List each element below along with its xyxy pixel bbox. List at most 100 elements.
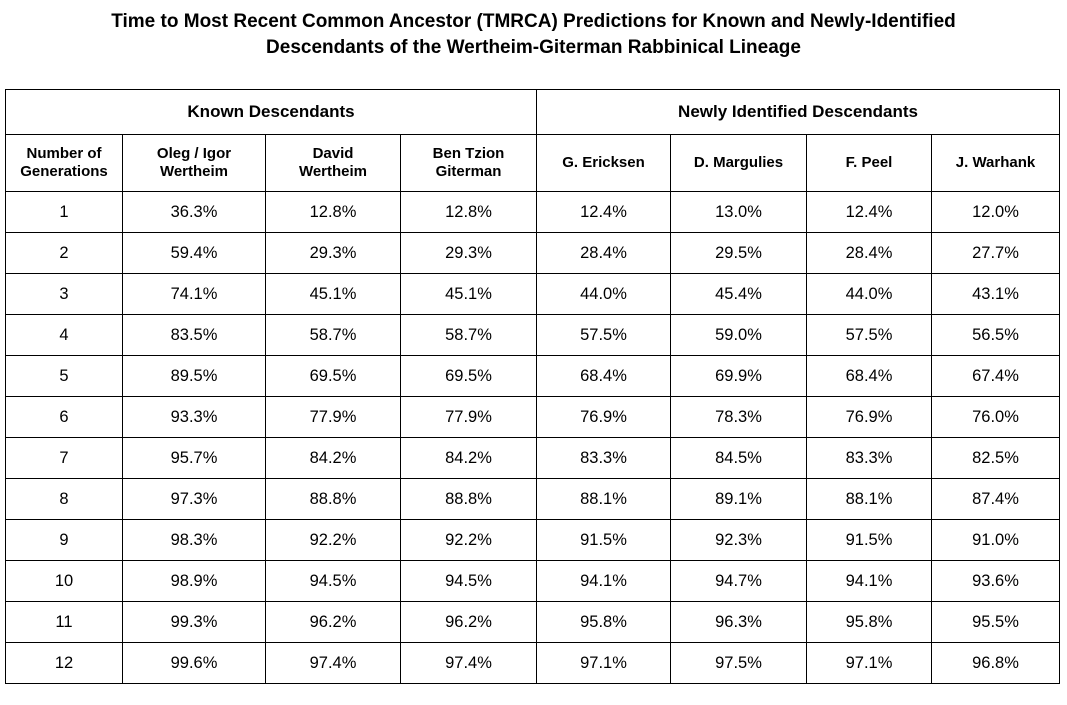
percentage-cell: 58.7%	[399, 314, 538, 356]
percentage-cell: 97.1%	[806, 642, 933, 684]
percentage-cell: 88.8%	[399, 478, 538, 520]
generation-cell: 10	[5, 560, 123, 602]
generation-cell: 7	[5, 437, 123, 479]
percentage-cell: 89.5%	[122, 355, 266, 397]
percentage-cell: 36.3%	[122, 191, 266, 233]
percentage-cell: 76.0%	[931, 396, 1061, 438]
percentage-cell: 94.5%	[399, 560, 538, 602]
title-line-1: Time to Most Recent Common Ancestor (TMR…	[111, 11, 956, 32]
percentage-cell: 29.3%	[399, 232, 538, 274]
column-header-line: J. Warhank	[955, 154, 1036, 171]
percentage-cell: 69.5%	[399, 355, 538, 397]
generation-cell: 5	[5, 355, 123, 397]
chart-title: Time to Most Recent Common Ancestor (TMR…	[0, 9, 1067, 61]
percentage-cell: 99.3%	[122, 601, 266, 643]
percentage-cell: 43.1%	[931, 273, 1061, 315]
percentage-cell: 97.3%	[122, 478, 266, 520]
percentage-cell: 13.0%	[670, 191, 808, 233]
column-header-g-ericksen: G. Ericksen	[536, 134, 672, 192]
percentage-cell: 57.5%	[806, 314, 933, 356]
percentage-cell: 29.3%	[265, 232, 401, 274]
percentage-cell: 57.5%	[536, 314, 672, 356]
percentage-cell: 68.4%	[806, 355, 933, 397]
percentage-cell: 96.2%	[265, 601, 401, 643]
percentage-cell: 45.4%	[670, 273, 808, 315]
percentage-cell: 92.3%	[670, 519, 808, 561]
percentage-cell: 12.8%	[399, 191, 538, 233]
percentage-cell: 59.0%	[670, 314, 808, 356]
percentage-cell: 89.1%	[670, 478, 808, 520]
table-row: 9 98.3% 92.2% 92.2% 91.5% 92.3% 91.5% 91.0%	[5, 519, 1061, 561]
percentage-cell: 93.3%	[122, 396, 266, 438]
percentage-cell: 87.4%	[931, 478, 1061, 520]
group-header-new: Newly Identified Descendants	[536, 89, 1061, 135]
generation-cell: 2	[5, 232, 123, 274]
table-body: 1 36.3% 12.8% 12.8% 12.4% 13.0% 12.4% 12.0% 2 59.…	[5, 191, 1061, 684]
column-header-oleg-igor-wertheim: Oleg / Igor Wertheim	[122, 134, 266, 192]
column-header-line: Wertheim	[159, 163, 229, 180]
percentage-cell: 45.1%	[399, 273, 538, 315]
percentage-cell: 97.1%	[536, 642, 672, 684]
percentage-cell: 94.1%	[806, 560, 933, 602]
percentage-cell: 98.3%	[122, 519, 266, 561]
table-row: 8 97.3% 88.8% 88.8% 88.1% 89.1% 88.1% 87.4%	[5, 478, 1061, 520]
table-row: 10 98.9% 94.5% 94.5% 94.1% 94.7% 94.1% 93.6%	[5, 560, 1061, 602]
percentage-cell: 97.4%	[265, 642, 401, 684]
percentage-cell: 12.4%	[536, 191, 672, 233]
title-line-2: Descendants of the Wertheim-Giterman Rab…	[266, 37, 801, 58]
percentage-cell: 95.8%	[806, 601, 933, 643]
column-header-f-peel: F. Peel	[806, 134, 933, 192]
column-header-line: D. Margulies	[693, 154, 784, 171]
percentage-cell: 92.2%	[399, 519, 538, 561]
table-row: 4 83.5% 58.7% 58.7% 57.5% 59.0% 57.5% 56.5%	[5, 314, 1061, 356]
generation-cell: 4	[5, 314, 123, 356]
percentage-cell: 97.4%	[399, 642, 538, 684]
table-row: 3 74.1% 45.1% 45.1% 44.0% 45.4% 44.0% 43.1%	[5, 273, 1061, 315]
table-row: 1 36.3% 12.8% 12.8% 12.4% 13.0% 12.4% 12.0%	[5, 191, 1061, 233]
column-header-line: Generations	[20, 163, 108, 180]
generation-cell: 1	[5, 191, 123, 233]
percentage-cell: 12.4%	[806, 191, 933, 233]
column-header-line: Ben Tzion	[432, 145, 505, 162]
generation-cell: 11	[5, 601, 123, 643]
percentage-cell: 94.7%	[670, 560, 808, 602]
group-header-row: Known Descendants Newly Identified Desce…	[4, 89, 1061, 135]
percentage-cell: 94.1%	[536, 560, 672, 602]
percentage-cell: 77.9%	[399, 396, 538, 438]
column-header-line: Wertheim	[298, 163, 368, 180]
column-header-line: Oleg / Igor	[156, 145, 232, 162]
percentage-cell: 69.9%	[670, 355, 808, 397]
column-header-line: G. Ericksen	[562, 154, 645, 171]
percentage-cell: 12.8%	[265, 191, 401, 233]
percentage-cell: 82.5%	[931, 437, 1061, 479]
percentage-cell: 95.7%	[122, 437, 266, 479]
table-row: 5 89.5% 69.5% 69.5% 68.4% 69.9% 68.4% 67.4%	[5, 355, 1061, 397]
tmrca-table: Known Descendants Newly Identified Desce…	[4, 89, 1061, 684]
column-header-generations: Number of Generations	[5, 134, 123, 192]
percentage-cell: 83.3%	[536, 437, 672, 479]
percentage-cell: 91.0%	[931, 519, 1061, 561]
column-header-d-margulies: D. Margulies	[670, 134, 808, 192]
percentage-cell: 95.5%	[931, 601, 1061, 643]
percentage-cell: 96.3%	[670, 601, 808, 643]
percentage-cell: 84.5%	[670, 437, 808, 479]
percentage-cell: 83.3%	[806, 437, 933, 479]
percentage-cell: 92.2%	[265, 519, 401, 561]
percentage-cell: 69.5%	[265, 355, 401, 397]
percentage-cell: 88.1%	[806, 478, 933, 520]
percentage-cell: 91.5%	[806, 519, 933, 561]
percentage-cell: 88.1%	[536, 478, 672, 520]
column-header-ben-tzion-giterman: Ben Tzion Giterman	[399, 134, 538, 192]
generation-cell: 12	[5, 642, 123, 684]
column-header-j-warhank: J. Warhank	[931, 134, 1061, 192]
percentage-cell: 78.3%	[670, 396, 808, 438]
column-header-line: David	[312, 145, 354, 162]
percentage-cell: 59.4%	[122, 232, 266, 274]
percentage-cell: 27.7%	[931, 232, 1061, 274]
group-header-known: Known Descendants	[4, 89, 538, 135]
generation-cell: 8	[5, 478, 123, 520]
percentage-cell: 93.6%	[931, 560, 1061, 602]
percentage-cell: 98.9%	[122, 560, 266, 602]
percentage-cell: 45.1%	[265, 273, 401, 315]
percentage-cell: 95.8%	[536, 601, 672, 643]
